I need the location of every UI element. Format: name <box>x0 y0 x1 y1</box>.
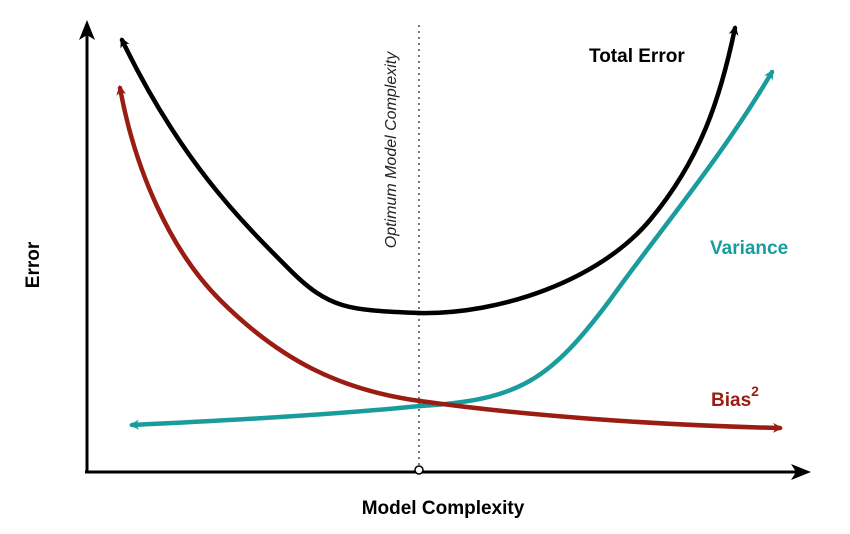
x-axis-label: Model Complexity <box>362 498 525 519</box>
bias-label-superscript: 2 <box>751 383 759 399</box>
total-error-curve-right <box>415 25 739 316</box>
bias-label-text: Bias <box>711 390 751 411</box>
total-error-curve <box>119 37 421 316</box>
bias-label: Bias2 <box>711 383 759 411</box>
optimum-label: Optimum Model Complexity <box>383 51 400 249</box>
variance-curve-left <box>129 403 423 430</box>
total-error-label: Total Error <box>589 46 685 67</box>
bias-curve-right <box>417 398 783 433</box>
optimum-marker <box>414 465 424 475</box>
variance-label: Variance <box>710 238 788 259</box>
bias-curve-left <box>116 85 423 404</box>
y-axis-label: Error <box>23 241 44 288</box>
variance-curve-right <box>417 69 775 409</box>
